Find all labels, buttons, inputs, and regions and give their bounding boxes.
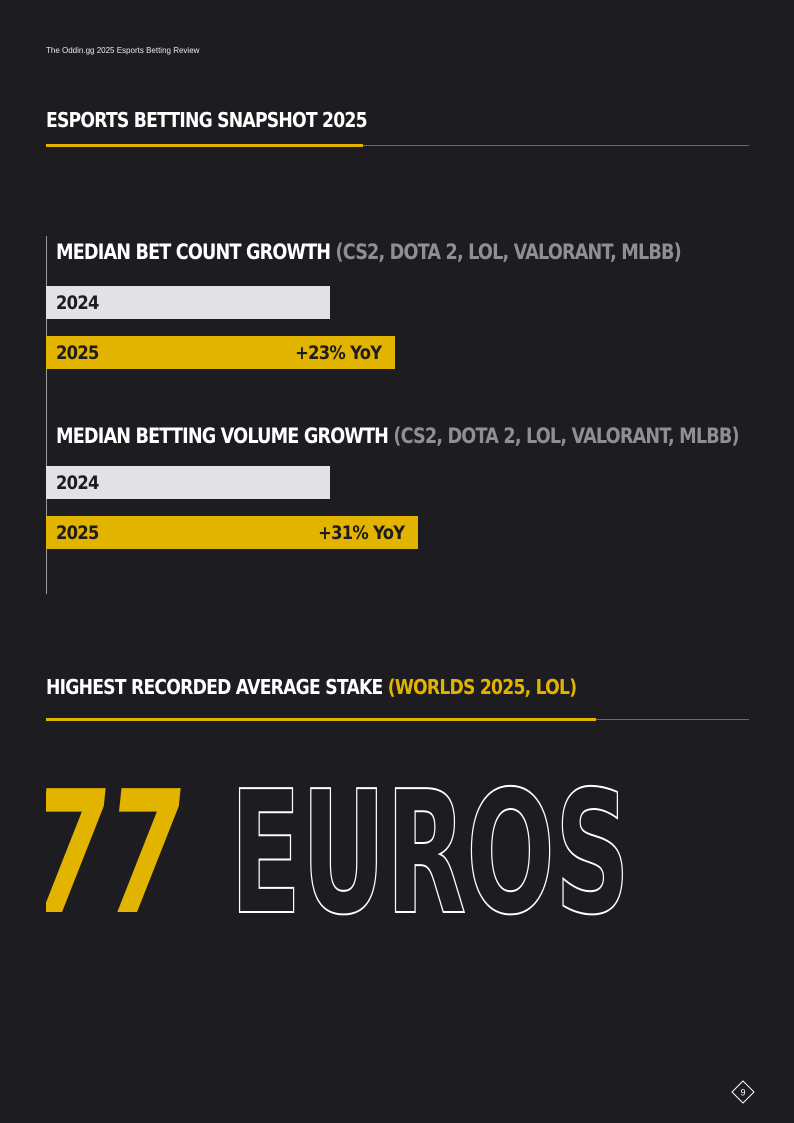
stake-title-text: HIGHEST RECORDED AVERAGE STAKE [46, 675, 383, 699]
growth-chart: MEDIAN BET COUNT GROWTH (CS2, DOTA 2, LO… [46, 236, 749, 594]
stake-number: 77 [46, 762, 193, 942]
bar-year-label: 2024 [56, 291, 99, 314]
chart-axis-line [46, 236, 47, 594]
metric-title-text: MEDIAN BET COUNT GROWTH [56, 240, 331, 264]
metric-qualifier: (CS2, DOTA 2, LOL, VALORANT, MLBB) [393, 424, 739, 448]
bar-bet-count-2025: 2025 +23% YoY [46, 336, 395, 369]
page-number-text: 9 [740, 1088, 745, 1098]
page-number: 9 [731, 1080, 755, 1104]
bar-growth-label: +23% YoY [294, 341, 382, 364]
bar-growth-label: +31% YoY [317, 521, 405, 544]
title-underline-stake [46, 718, 749, 721]
bar-year-label: 2025 [56, 521, 99, 544]
metric-title-betting-volume: MEDIAN BETTING VOLUME GROWTH (CS2, DOTA … [56, 424, 740, 448]
bar-year-label: 2024 [56, 471, 99, 494]
stake-qualifier: (WORLDS 2025, LOL) [387, 675, 577, 699]
page-number-diamond [731, 1080, 755, 1104]
metric-title-bet-count: MEDIAN BET COUNT GROWTH (CS2, DOTA 2, LO… [56, 240, 682, 264]
stake-unit: EUROS [230, 762, 630, 942]
title-underline-snapshot [46, 144, 749, 147]
bar-betting-volume-2025: 2025 +31% YoY [46, 516, 418, 549]
running-header: The Oddin.gg 2025 Esports Betting Review [46, 46, 200, 55]
section-title-snapshot: ESPORTS BETTING SNAPSHOT 2025 [46, 108, 368, 132]
bar-bet-count-2024: 2024 [46, 286, 330, 319]
bar-year-label: 2025 [56, 341, 99, 364]
bar-betting-volume-2024: 2024 [46, 466, 330, 499]
section-title-stake: HIGHEST RECORDED AVERAGE STAKE (WORLDS 2… [46, 675, 577, 699]
title-underline-accent [46, 718, 596, 721]
stake-figure: 77 EUROS [46, 762, 749, 942]
metric-qualifier: (CS2, DOTA 2, LOL, VALORANT, MLBB) [335, 240, 682, 264]
title-underline-accent [46, 144, 363, 147]
metric-title-text: MEDIAN BETTING VOLUME GROWTH [56, 424, 389, 448]
snapshot-title-text: ESPORTS BETTING SNAPSHOT 2025 [46, 108, 368, 132]
